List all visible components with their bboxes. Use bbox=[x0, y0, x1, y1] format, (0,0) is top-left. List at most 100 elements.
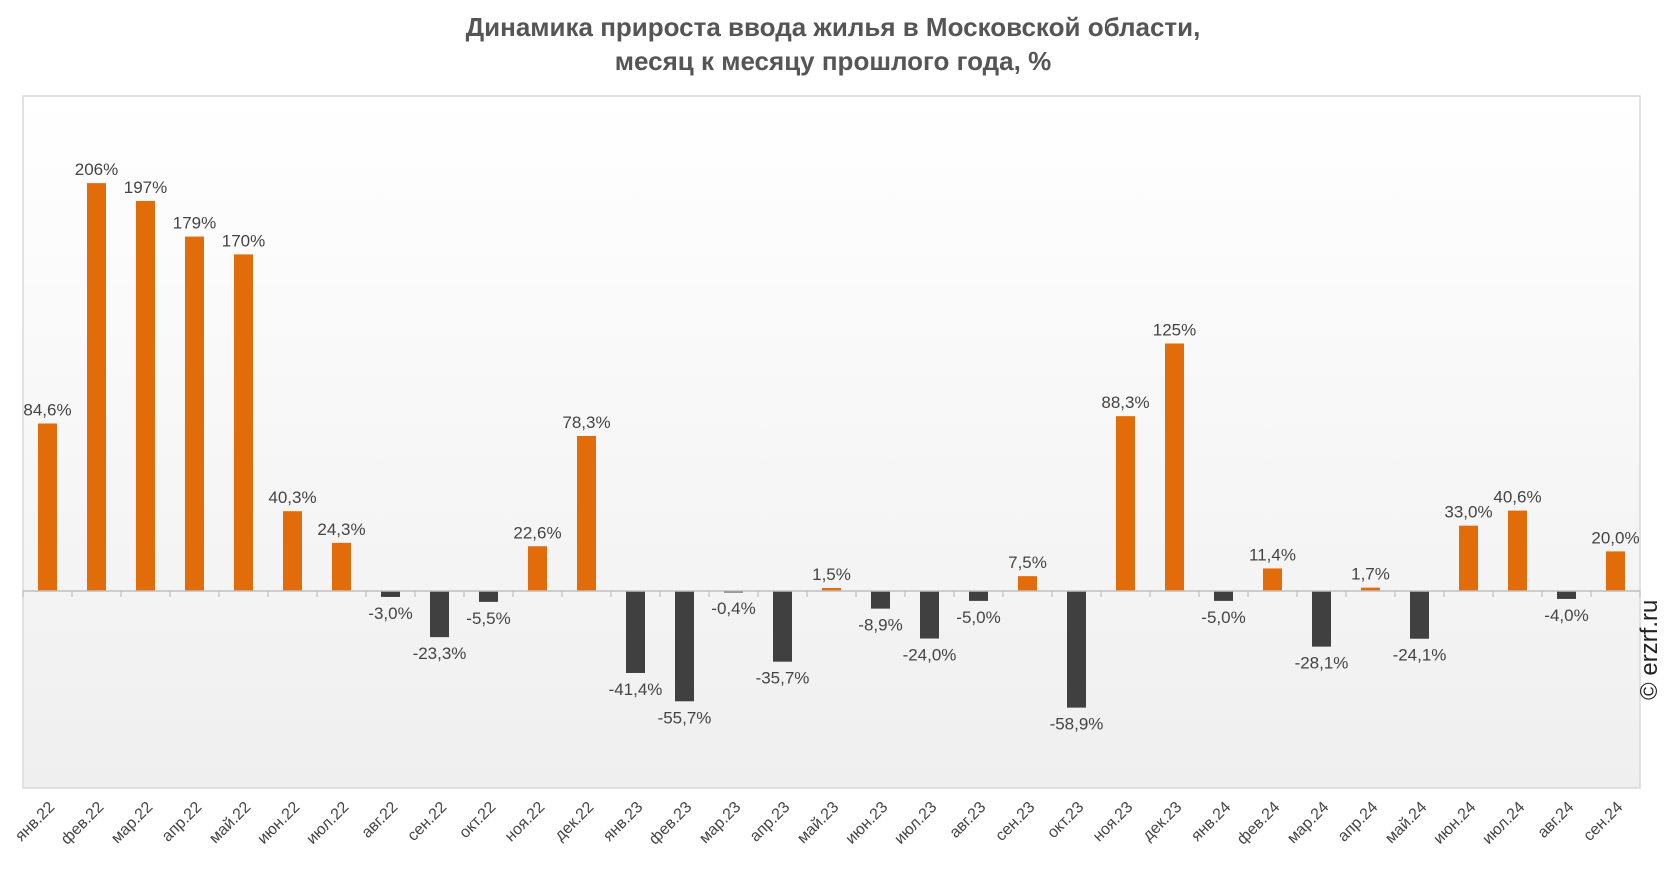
x-tick-label: май.22 bbox=[206, 799, 254, 847]
x-tick-label: фев.23 bbox=[646, 799, 695, 848]
bar bbox=[87, 183, 106, 591]
bar bbox=[920, 591, 939, 639]
bar bbox=[136, 200, 155, 591]
x-tick-label: апр.22 bbox=[159, 799, 206, 846]
bar bbox=[1067, 591, 1086, 708]
x-tick-label: июл.22 bbox=[303, 799, 352, 848]
bar bbox=[1312, 591, 1331, 647]
data-label: -5,0% bbox=[1201, 608, 1245, 627]
data-label: -4,0% bbox=[1544, 606, 1588, 625]
data-label: 11,4% bbox=[1249, 545, 1296, 564]
bar bbox=[1018, 576, 1037, 591]
data-label: 170% bbox=[222, 231, 265, 250]
x-tick-label: апр.24 bbox=[1335, 799, 1382, 846]
bar bbox=[479, 591, 498, 602]
x-tick-label: окт.22 bbox=[456, 799, 499, 842]
bar bbox=[283, 511, 302, 591]
data-label: -24,1% bbox=[1393, 646, 1447, 665]
bar bbox=[1116, 416, 1135, 591]
x-tick-label: авг.23 bbox=[947, 799, 990, 842]
bar bbox=[1410, 591, 1429, 639]
x-tick-label: апр.23 bbox=[747, 799, 794, 846]
x-tick-label: июл.24 bbox=[1479, 799, 1528, 848]
data-label: 20,0% bbox=[1591, 528, 1639, 547]
x-tick-label: авг.24 bbox=[1535, 799, 1578, 842]
data-label: 197% bbox=[124, 178, 167, 197]
bar bbox=[822, 588, 841, 591]
x-tick-label: мар.23 bbox=[696, 799, 744, 847]
data-label: 1,7% bbox=[1351, 565, 1390, 584]
chart-title: Динамика прироста ввода жилья в Московск… bbox=[0, 10, 1666, 78]
data-label: 33,0% bbox=[1444, 503, 1492, 522]
data-label: 1,5% bbox=[812, 565, 851, 584]
data-label: -5,5% bbox=[466, 609, 510, 628]
x-tick-label: сен.22 bbox=[404, 799, 450, 845]
bar bbox=[38, 423, 57, 591]
data-label: 24,3% bbox=[317, 520, 365, 539]
bar bbox=[675, 591, 694, 702]
data-label: 78,3% bbox=[562, 413, 610, 432]
bar bbox=[1508, 510, 1527, 591]
data-label: 22,6% bbox=[513, 523, 561, 542]
bar bbox=[1214, 591, 1233, 601]
bar bbox=[626, 591, 645, 673]
x-tick-label: мар.22 bbox=[108, 799, 156, 847]
bar bbox=[381, 591, 400, 597]
bar bbox=[1361, 587, 1380, 591]
x-tick-label: июл.23 bbox=[891, 799, 940, 848]
x-tick-label: июн.22 bbox=[255, 799, 304, 848]
bar bbox=[234, 254, 253, 591]
data-label: 125% bbox=[1153, 321, 1196, 340]
bar bbox=[577, 435, 596, 591]
x-tick-label: авг.22 bbox=[359, 799, 402, 842]
x-tick-label: дек.23 bbox=[1140, 799, 1186, 845]
bar bbox=[969, 591, 988, 601]
data-label: -28,1% bbox=[1295, 654, 1349, 673]
data-label: -35,7% bbox=[756, 669, 810, 688]
x-tick-label: май.23 bbox=[794, 799, 842, 847]
bar bbox=[430, 591, 449, 638]
x-tick-label: дек.22 bbox=[552, 799, 598, 845]
x-tick-label: мар.24 bbox=[1284, 799, 1332, 847]
bar bbox=[1459, 525, 1478, 591]
bar bbox=[1165, 343, 1184, 591]
bar bbox=[773, 591, 792, 662]
x-tick-label: ноя.22 bbox=[502, 799, 548, 845]
x-tick-label: фев.22 bbox=[58, 799, 107, 848]
data-label: -23,3% bbox=[413, 644, 467, 663]
x-tick-label: июн.24 bbox=[1431, 799, 1480, 848]
data-label: -5,0% bbox=[956, 608, 1000, 627]
plot-area bbox=[22, 95, 1641, 789]
data-label: -24,0% bbox=[903, 646, 957, 665]
data-label: 40,6% bbox=[1493, 488, 1541, 507]
x-tick-label: сен.23 bbox=[992, 799, 1038, 845]
chart-title-line-1: Динамика прироста ввода жилья в Московск… bbox=[465, 12, 1201, 42]
bar bbox=[871, 591, 890, 609]
bar bbox=[1557, 591, 1576, 599]
x-tick-label: янв.22 bbox=[12, 799, 58, 845]
x-tick-label: окт.23 bbox=[1044, 799, 1087, 842]
watermark: © erzrf.ru bbox=[1636, 599, 1663, 700]
data-label: -55,7% bbox=[658, 708, 712, 727]
data-label: -3,0% bbox=[368, 604, 412, 623]
x-tick-label: ноя.23 bbox=[1090, 799, 1136, 845]
data-label: -41,4% bbox=[609, 680, 663, 699]
bar bbox=[332, 542, 351, 591]
bar bbox=[185, 236, 204, 591]
x-tick-label: сен.24 bbox=[1580, 799, 1626, 845]
bar bbox=[1263, 568, 1282, 591]
bar bbox=[528, 546, 547, 591]
x-tick-label: июн.23 bbox=[843, 799, 892, 848]
data-label: 206% bbox=[75, 160, 118, 179]
bar bbox=[1606, 551, 1625, 591]
data-label: -0,4% bbox=[711, 599, 755, 618]
data-label: -58,9% bbox=[1050, 715, 1104, 734]
x-tick-label: май.24 bbox=[1382, 799, 1430, 847]
data-label: 7,5% bbox=[1008, 553, 1047, 572]
x-tick-label: фев.24 bbox=[1234, 799, 1283, 848]
data-label: 88,3% bbox=[1101, 393, 1149, 412]
data-label: 179% bbox=[173, 214, 216, 233]
data-label: 40,3% bbox=[268, 488, 316, 507]
data-label: -8,9% bbox=[858, 616, 902, 635]
